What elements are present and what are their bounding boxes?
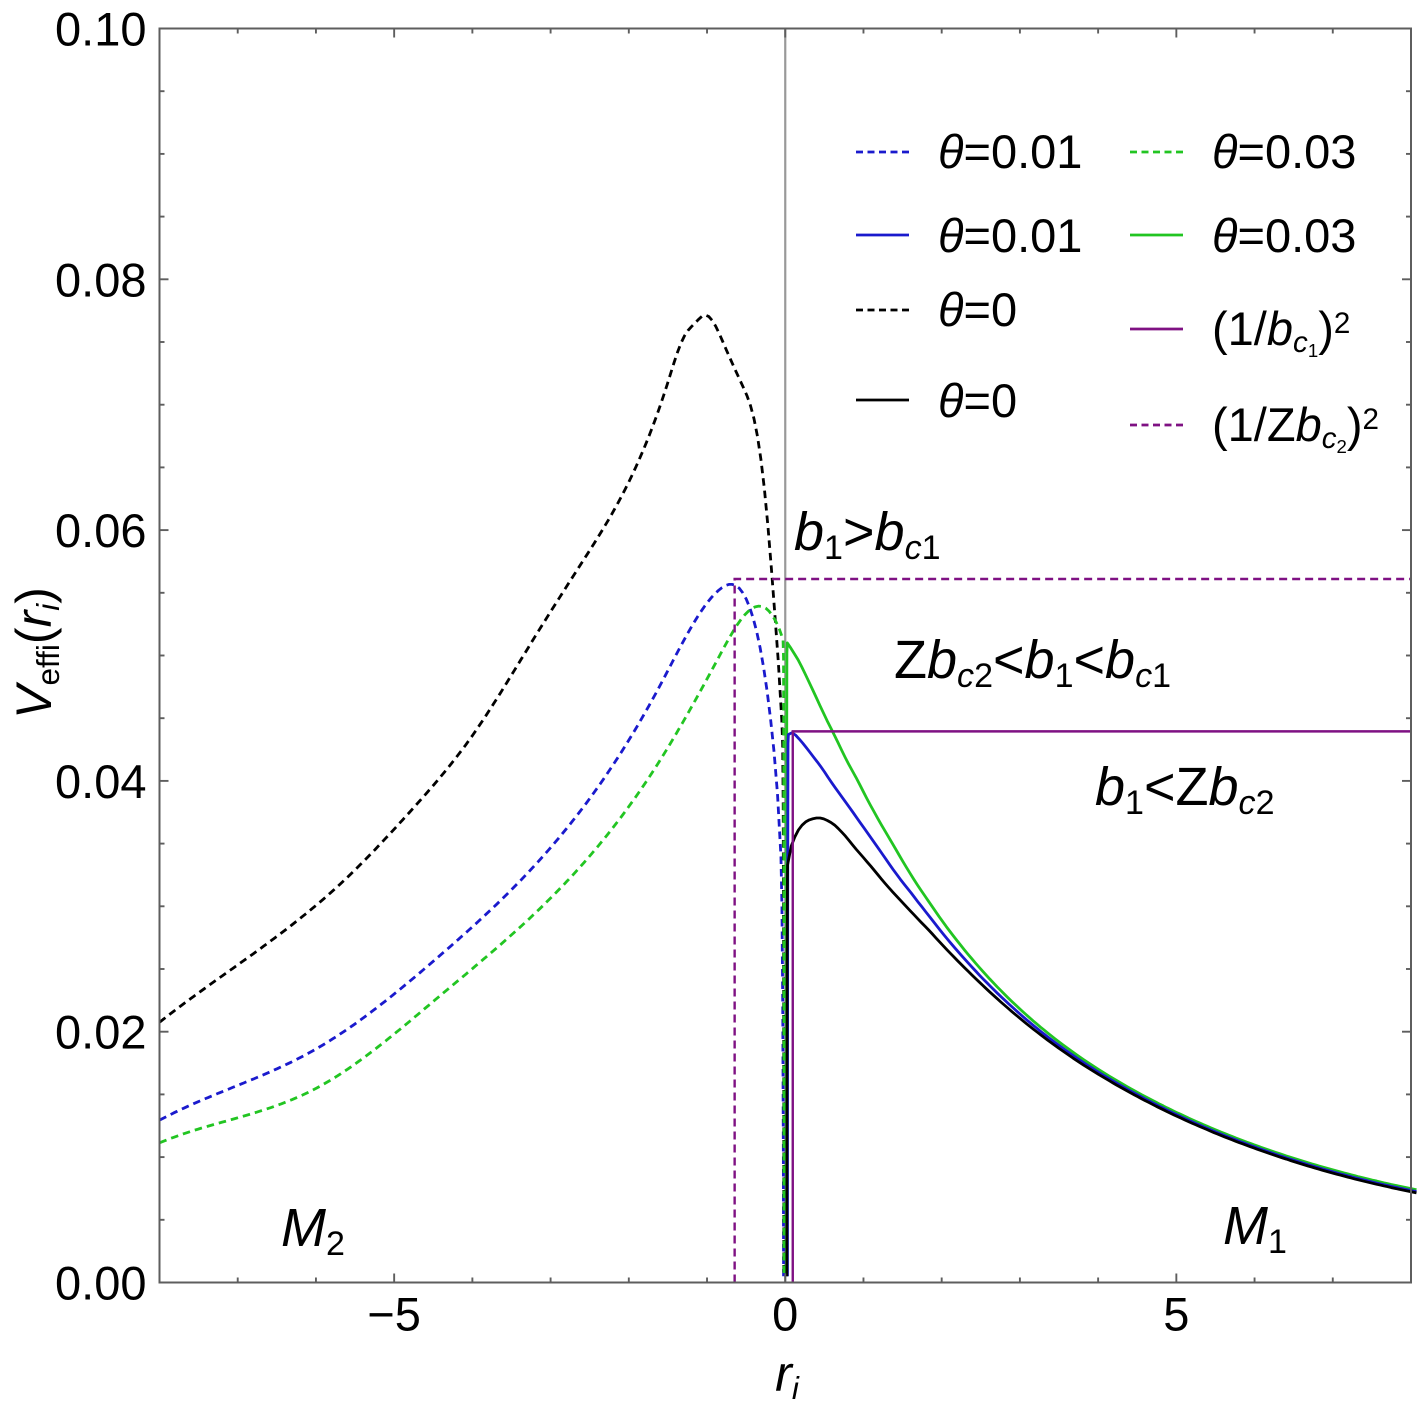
annotation-region-m1: M1 [1223, 1196, 1287, 1261]
series-theta001_left [158, 583, 785, 1277]
critical-line-zbc2 [733, 577, 1411, 1283]
legend-item-1-2: (1/bc1)2 [1130, 299, 1351, 362]
legend-label: θ=0.01 [938, 208, 1083, 262]
y-tick-label: 0.08 [55, 253, 146, 306]
x-tick-label: 5 [1163, 1288, 1189, 1341]
x-tick-label: 0 [772, 1288, 798, 1341]
legend-swatch-solid [856, 398, 909, 402]
y-tick-label: 0.06 [55, 504, 146, 557]
legend-item-0-1: θ=0.01 [856, 205, 1082, 265]
legend-swatch-solid [1130, 233, 1183, 237]
legend-item-1-0: θ=0.03 [1130, 122, 1356, 182]
y-tick-label: 0.04 [55, 755, 146, 808]
annotation-region-m2: M2 [281, 1198, 345, 1263]
legend-label: θ=0 [938, 373, 1018, 427]
series-theta0_left [158, 313, 786, 1277]
y-tick-label: 0.10 [55, 3, 146, 56]
annotation-zbc2-lt-b1-lt-bc1: Zbc2<b1<bc1 [894, 630, 1172, 695]
critical-line-bc1 [791, 730, 1411, 1283]
annotation-b1-lt-zbc2: b1<Zbc2 [1095, 757, 1275, 822]
series-theta003_left [158, 604, 786, 1277]
legend-label: θ=0.03 [1212, 125, 1357, 178]
y-tick-label: 0.00 [55, 1257, 146, 1310]
y-axis-label: Veffi(ri) [6, 587, 66, 719]
legend-swatch-dashed [1130, 423, 1183, 426]
series-theta003_right [785, 641, 1417, 1277]
legend-label: θ=0.01 [938, 125, 1083, 178]
annotation-b1-gt-bc1: b1>bc1 [794, 502, 941, 567]
x-axis-label: ri [775, 1346, 799, 1406]
x-tick-label: −5 [367, 1288, 421, 1341]
legend-swatch-solid [856, 233, 909, 237]
legend-item-1-3: (1/Zbc2)2 [1130, 395, 1380, 458]
y-tick-label: 0.02 [55, 1006, 146, 1059]
legend-item-0-2: θ=0 [856, 280, 1017, 340]
legend-swatch-dashed [856, 150, 909, 153]
legend-label: (1/bc1)2 [1212, 302, 1351, 362]
legend-label: θ=0 [938, 283, 1018, 336]
legend-label: (1/Zbc2)2 [1212, 398, 1380, 458]
legend-item-0-3: θ=0 [856, 370, 1017, 430]
legend-item-1-1: θ=0.03 [1130, 205, 1356, 265]
legend-label: θ=0.03 [1212, 208, 1357, 262]
legend-swatch-solid [1130, 327, 1183, 330]
legend-swatch-dashed [1130, 150, 1183, 153]
legend-swatch-dashed [856, 308, 909, 311]
legend-item-0-0: θ=0.01 [856, 122, 1082, 182]
series-theta0_right [785, 816, 1417, 1277]
